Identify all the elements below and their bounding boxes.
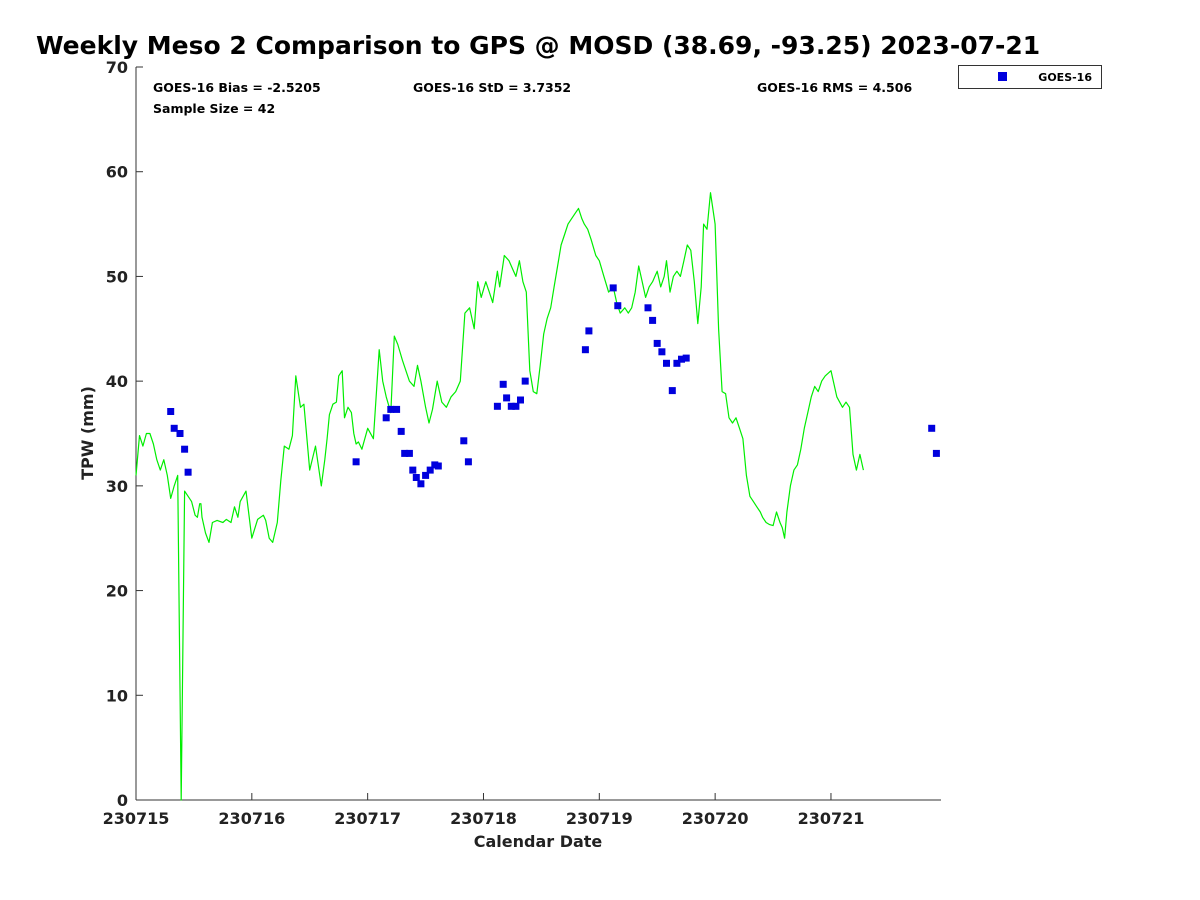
- goes16-point: [507, 402, 515, 410]
- gps-series: [135, 192, 864, 801]
- goes16-point: [181, 445, 189, 453]
- goes16-point: [426, 466, 434, 474]
- goes16-point: [460, 437, 468, 445]
- y-tick-label: 70: [106, 58, 128, 77]
- goes16-point: [184, 468, 192, 476]
- legend-marker: [998, 72, 1007, 81]
- x-tick-label: 230718: [450, 809, 517, 828]
- goes16-point: [512, 402, 520, 410]
- goes16-point: [673, 359, 681, 367]
- chart-title: Weekly Meso 2 Comparison to GPS @ MOSD (…: [36, 31, 1040, 60]
- goes16-series: [167, 284, 940, 488]
- goes16-point: [434, 462, 442, 470]
- y-tick-label: 0: [117, 791, 128, 810]
- x-tick-label: 230717: [334, 809, 401, 828]
- y-tick-label: 10: [106, 686, 128, 705]
- goes16-point: [352, 458, 360, 466]
- y-tick-label: 20: [106, 582, 128, 601]
- y-tick-label: 30: [106, 477, 128, 496]
- y-axis: 0 10 20 30 40 50 60 70: [106, 58, 143, 810]
- gps-tpw-line: [135, 192, 864, 801]
- goes16-point: [170, 424, 178, 432]
- goes16-point: [678, 355, 685, 363]
- goes16-point: [517, 396, 524, 404]
- y-axis-label: TPW (mm): [78, 386, 97, 480]
- goes16-point: [167, 408, 175, 415]
- x-tick-label: 230719: [566, 809, 633, 828]
- goes16-point: [682, 354, 690, 362]
- x-axis: 230715 230716 230717 230718 230719 230720 2307…: [103, 793, 865, 828]
- goes16-point: [422, 471, 430, 479]
- goes16-point: [585, 327, 593, 335]
- goes16-point: [668, 387, 676, 395]
- x-tick-label: 230720: [682, 809, 749, 828]
- goes16-point: [649, 316, 657, 324]
- y-tick-label: 50: [106, 267, 128, 286]
- goes16-point: [644, 304, 652, 312]
- goes16-point: [382, 414, 390, 422]
- goes16-point: [653, 339, 661, 347]
- std-stat: GOES-16 StD = 3.7352: [413, 80, 571, 95]
- x-tick-label: 230715: [103, 809, 170, 828]
- goes16-point: [397, 427, 405, 435]
- goes16-point: [464, 458, 472, 466]
- goes16-point: [928, 424, 936, 432]
- goes16-point: [176, 430, 184, 437]
- x-axis-label: Calendar Date: [474, 832, 603, 851]
- x-tick-label: 230716: [218, 809, 285, 828]
- goes16-point: [609, 284, 617, 292]
- y-tick-label: 60: [106, 163, 128, 182]
- goes16-point: [409, 466, 417, 474]
- rms-stat: GOES-16 RMS = 4.506: [757, 80, 912, 95]
- goes16-point: [493, 402, 501, 410]
- bias-stat: GOES-16 Bias = -2.5205: [153, 80, 321, 95]
- legend: GOES-16: [958, 65, 1102, 89]
- plot-area: [135, 67, 941, 801]
- goes16-point: [405, 449, 413, 457]
- goes16-point: [614, 302, 622, 310]
- goes16-point: [387, 405, 395, 413]
- legend-label-goes16: GOES-16: [1038, 71, 1092, 84]
- goes16-point: [663, 359, 670, 367]
- goes16-point: [658, 348, 666, 356]
- goes16-point: [503, 394, 511, 402]
- goes16-point: [393, 405, 401, 413]
- goes16-point: [499, 380, 507, 388]
- goes16-point: [521, 377, 529, 385]
- goes16-point: [932, 449, 940, 457]
- legend-box: [958, 65, 1102, 89]
- goes16-point: [401, 449, 409, 457]
- goes16-point: [417, 480, 425, 488]
- y-tick-label: 40: [106, 372, 128, 391]
- x-tick-label: 230721: [798, 809, 865, 828]
- goes16-point: [581, 346, 589, 354]
- goes16-point: [412, 474, 420, 481]
- sample-size-stat: Sample Size = 42: [153, 101, 275, 116]
